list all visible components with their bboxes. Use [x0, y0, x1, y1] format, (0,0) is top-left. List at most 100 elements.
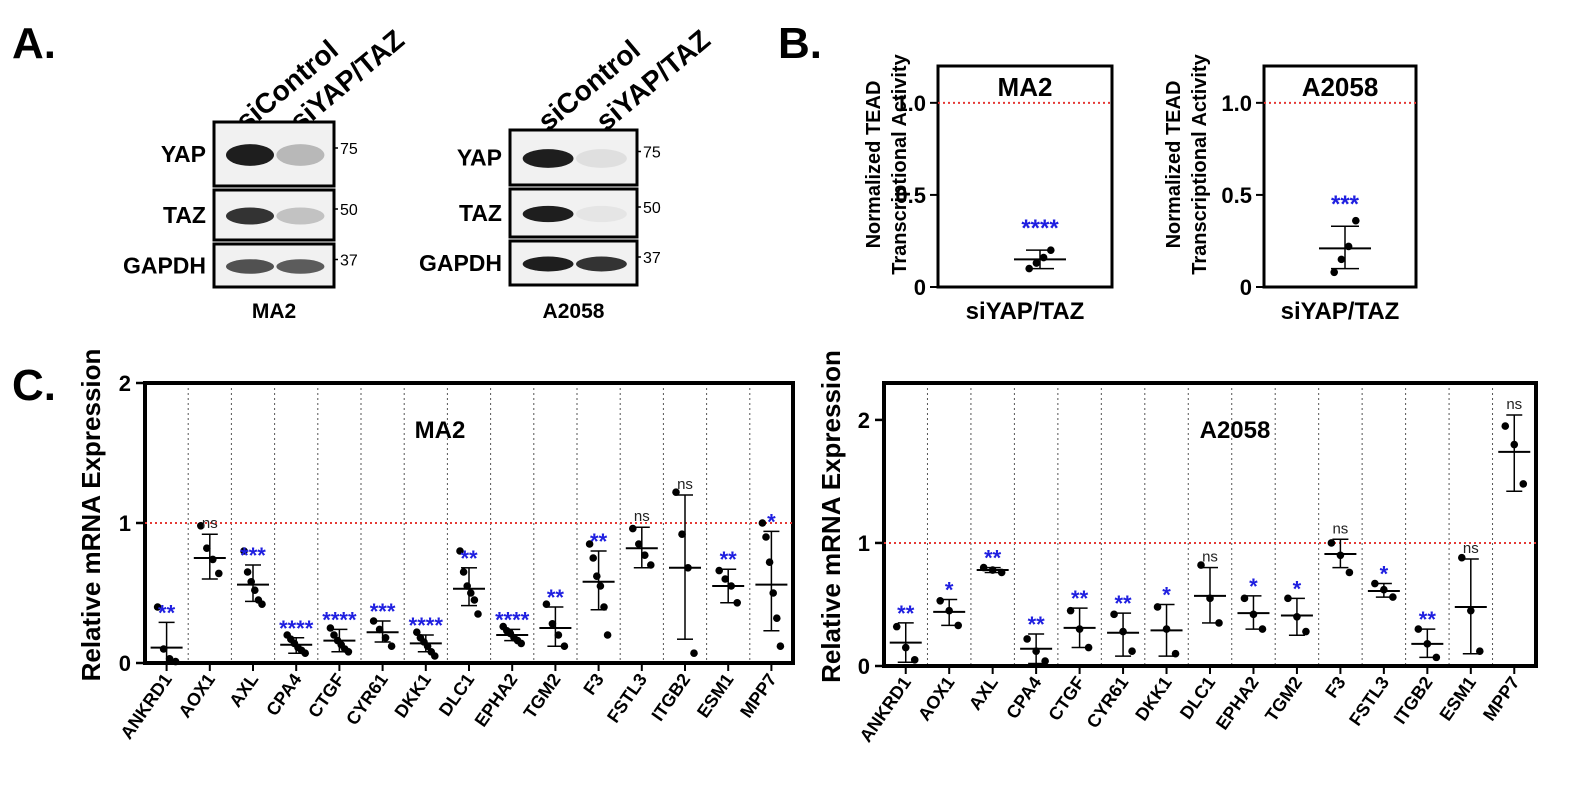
data-point — [1380, 585, 1388, 594]
data-point — [596, 582, 605, 590]
data-point — [762, 533, 770, 541]
category-label: MPP7 — [736, 670, 781, 722]
x-label: siYAP/TAZ — [966, 298, 1085, 325]
category-label: MPP7 — [1479, 673, 1524, 725]
data-point — [589, 554, 597, 562]
protein-band — [576, 149, 627, 168]
data-point — [258, 600, 266, 608]
data-point — [215, 569, 223, 578]
data-point — [1345, 568, 1354, 577]
blot-row-yap: YAP 75 — [457, 128, 661, 187]
significance-label: * — [1162, 582, 1171, 607]
protein-label: TAZ — [459, 200, 502, 226]
series-aox1: ns — [193, 515, 226, 580]
data-point — [459, 568, 468, 576]
significance-label: ns — [202, 515, 218, 532]
data-point — [517, 639, 525, 648]
data-point — [381, 634, 390, 642]
data-point — [758, 519, 767, 527]
series-cpa4: **** — [279, 616, 314, 657]
data-point — [1206, 594, 1214, 603]
protein-band — [522, 205, 574, 223]
significance-label: **** — [279, 616, 314, 641]
data-point — [954, 621, 962, 630]
data-point — [733, 599, 741, 607]
data-point — [171, 657, 180, 666]
data-point — [1510, 440, 1519, 449]
significance-label: * — [767, 509, 776, 534]
protein-band — [522, 149, 574, 168]
data-point — [209, 555, 217, 564]
marker-label: 75 — [340, 141, 358, 158]
category-label: FSTL3 — [1345, 673, 1393, 730]
protein-band — [522, 256, 574, 272]
data-point — [474, 610, 482, 618]
data-point — [1240, 594, 1249, 603]
chart-title: MA2 — [415, 417, 466, 444]
series-mpp7: ns — [1498, 396, 1531, 493]
data-point — [197, 522, 205, 530]
y-tick-label: 0 — [119, 651, 131, 676]
category-label: ITGB2 — [1390, 673, 1437, 728]
marker-label: 50 — [643, 200, 661, 217]
data-point — [936, 596, 944, 605]
series-ctgf: ** — [1063, 586, 1096, 652]
data-point — [1352, 216, 1360, 225]
data-point — [1032, 259, 1041, 267]
data-point — [603, 631, 612, 639]
y-tick-label: 1 — [858, 531, 870, 556]
marker-label: 50 — [340, 202, 358, 219]
series-itgb2: ns — [669, 476, 701, 657]
panel-c-letter: C. — [12, 361, 56, 410]
significance-label: ns — [677, 476, 693, 493]
data-point — [467, 589, 475, 597]
data-point — [247, 578, 255, 586]
protein-band — [226, 144, 274, 166]
data-point — [1458, 553, 1466, 562]
significance-label: *** — [370, 599, 396, 624]
data-point — [1171, 649, 1180, 658]
data-point — [159, 645, 168, 653]
data-point — [721, 575, 729, 583]
data-point — [715, 566, 723, 575]
data-point — [1041, 657, 1049, 665]
y-label: Transcriptional Activity — [1189, 53, 1211, 274]
data-point — [1249, 610, 1258, 619]
category-label: CYR61 — [1083, 673, 1133, 732]
category-label: CTGF — [1044, 673, 1088, 725]
data-point — [1336, 551, 1345, 560]
blot-row-gapdh: GAPDH 37 — [123, 242, 358, 289]
blot-row-gapdh: GAPDH 37 — [419, 239, 661, 287]
data-point — [560, 642, 569, 650]
data-point — [1302, 627, 1310, 636]
series-ankrd1: ** — [889, 601, 922, 664]
series-tgm2: ** — [539, 585, 572, 650]
data-point — [1467, 606, 1475, 615]
significance-label: **** — [322, 607, 357, 632]
plot-frame — [936, 64, 1114, 289]
data-point — [1389, 593, 1397, 601]
series-esm1: ns — [1454, 540, 1487, 656]
category-label: F3 — [579, 670, 607, 699]
data-point — [301, 649, 310, 657]
protein-label: YAP — [161, 141, 206, 167]
data-point — [1119, 627, 1127, 636]
series-cpa4: ** — [1020, 612, 1053, 665]
data-point — [456, 547, 464, 555]
protein-label: YAP — [457, 145, 502, 171]
data-point — [1337, 255, 1346, 264]
data-point — [1162, 625, 1171, 633]
significance-label: * — [1380, 562, 1389, 587]
significance-label: ** — [1115, 591, 1133, 616]
significance-label: ns — [1506, 396, 1522, 413]
significance-label: ** — [158, 600, 176, 625]
significance-label: **** — [409, 613, 444, 638]
y-tick-label: 2 — [119, 371, 131, 396]
significance-label: ** — [720, 547, 738, 572]
data-point — [413, 628, 421, 636]
protein-band — [226, 259, 274, 274]
